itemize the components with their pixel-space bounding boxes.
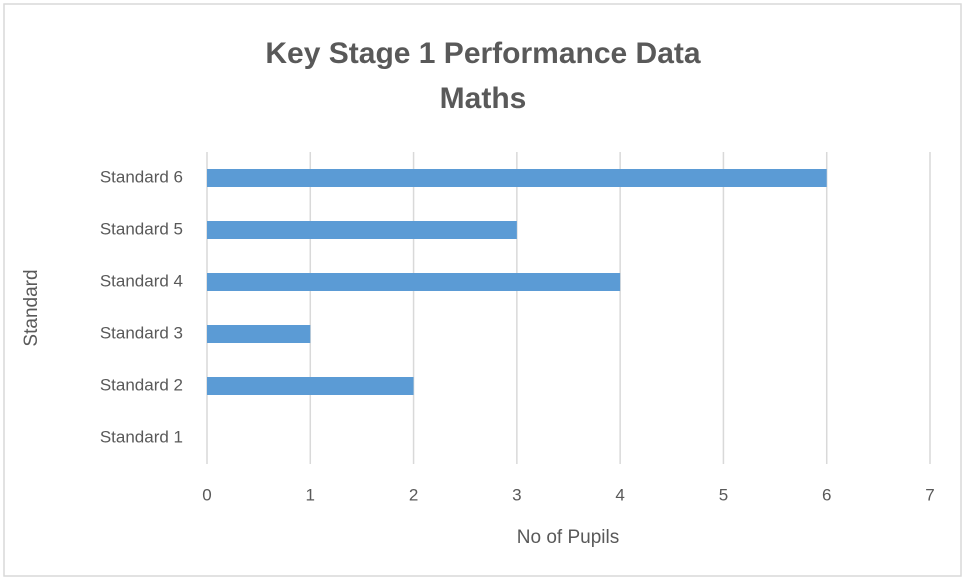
chart-title: Key Stage 1 Performance Data bbox=[265, 37, 701, 70]
y-axis-label: Standard bbox=[21, 269, 42, 346]
bar bbox=[207, 377, 414, 395]
x-tick-label: 4 bbox=[615, 485, 624, 504]
y-tick-label: Standard 6 bbox=[100, 167, 183, 186]
x-tick-label: 2 bbox=[409, 485, 418, 504]
y-tick-label: Standard 3 bbox=[100, 323, 183, 342]
bar bbox=[207, 273, 621, 291]
y-tick-label: Standard 2 bbox=[100, 375, 183, 394]
x-tick-label: 7 bbox=[925, 485, 934, 504]
x-tick-label: 5 bbox=[719, 485, 728, 504]
bar bbox=[207, 169, 827, 187]
chart-subtitle: Maths bbox=[440, 82, 527, 115]
bar bbox=[207, 325, 311, 343]
y-tick-label: Standard 1 bbox=[100, 427, 183, 446]
x-tick-label: 6 bbox=[822, 485, 831, 504]
y-tick-label: Standard 4 bbox=[100, 271, 183, 290]
x-tick-label: 3 bbox=[512, 485, 521, 504]
bar bbox=[207, 221, 517, 239]
y-tick-label: Standard 5 bbox=[100, 219, 183, 238]
x-tick-label: 0 bbox=[202, 485, 211, 504]
x-tick-label: 1 bbox=[306, 485, 315, 504]
x-axis-label: No of Pupils bbox=[517, 527, 619, 548]
